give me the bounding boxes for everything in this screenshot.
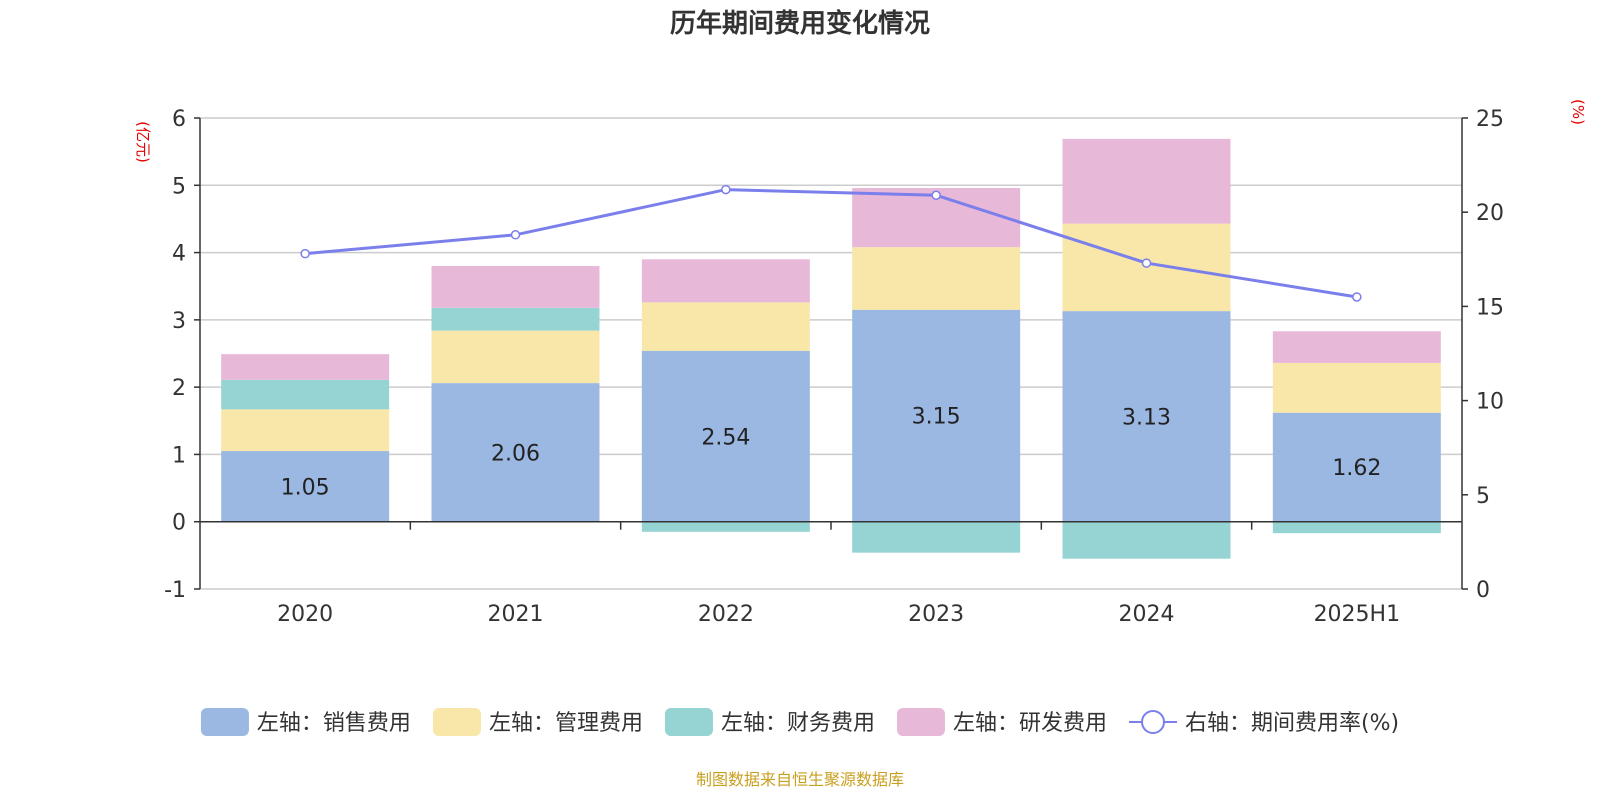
left-axis-tick-label: -1 — [164, 578, 186, 603]
left-axis-tick-label: 0 — [172, 511, 186, 536]
bar-2022-series-3 — [641, 259, 810, 303]
bar-2020-series-2 — [221, 379, 390, 410]
legend-swatch-3 — [896, 708, 945, 736]
legend-label-1: 左轴：管理费用 — [489, 711, 643, 736]
left-axis-tick-label: 2 — [172, 376, 186, 401]
bar-2020-series-3 — [221, 354, 390, 380]
chart-title: 历年期间费用变化情况 — [670, 8, 930, 39]
right-axis-tick-label: 10 — [1476, 390, 1504, 415]
x-axis-label-2021: 2021 — [488, 602, 544, 627]
series-line-expense-rate — [305, 188, 1358, 299]
legend-label-3: 左轴：研发费用 — [953, 711, 1107, 736]
bar-2020-series-1 — [221, 409, 390, 452]
gridlines — [200, 117, 1462, 590]
x-axis-label-2025H1: 2025H1 — [1314, 602, 1401, 627]
right-axis-tick-label: 0 — [1476, 578, 1490, 603]
x-axis-label-2023: 2023 — [908, 602, 964, 627]
legend: 左轴：销售费用 左轴：管理费用 左轴：财务费用 左轴：研发费用 右轴：期间费用率(%) — [200, 708, 1399, 736]
bar-2020-series-0 — [221, 451, 390, 522]
line-point-2021 — [510, 230, 521, 240]
legend-label-4: 右轴：期间费用率(%) — [1185, 711, 1399, 736]
bar-2022-series-1 — [641, 302, 810, 351]
left-axis-tick-label: 4 — [172, 242, 186, 267]
source-note: 制图数据来自恒生聚源数据库 — [696, 770, 904, 789]
bar-2025H1-series-2 — [1272, 521, 1441, 534]
line-point-2025H1 — [1352, 292, 1362, 302]
legend-swatch-2 — [664, 708, 713, 736]
bar-2025H1-series-1 — [1272, 362, 1441, 413]
bar-2023-series-0 — [852, 309, 1021, 522]
data-label: 2.54 — [701, 425, 750, 450]
right-axis-tick-label: 15 — [1476, 295, 1504, 320]
legend-swatch-1 — [432, 708, 481, 736]
data-label: 2.06 — [491, 441, 540, 466]
right-axis-tick-label: 25 — [1476, 107, 1504, 132]
bar-2021-series-3 — [431, 266, 600, 308]
bar-2021-series-2 — [431, 307, 600, 331]
data-label-layer: 1.05 2.06 2.54 3.15 3.13 1.62 — [281, 405, 1382, 501]
right-axis-tick-label: 20 — [1476, 201, 1504, 226]
line-point-2024 — [1141, 258, 1152, 268]
legend-label-2: 左轴：财务费用 — [721, 711, 875, 736]
bar-2023-series-2 — [852, 521, 1021, 553]
bar-2024-series-3 — [1062, 138, 1231, 224]
bar-2025H1-series-0 — [1272, 412, 1441, 522]
line-point-2023 — [931, 190, 941, 200]
x-axis-label-2020: 2020 — [277, 602, 333, 627]
line-point-2020 — [300, 248, 310, 259]
left-axis-unit: (亿元) — [134, 121, 152, 163]
bar-2024-series-0 — [1062, 311, 1231, 522]
data-label: 3.13 — [1122, 405, 1171, 430]
bar-2023-series-1 — [852, 247, 1021, 310]
bar-2022-series-2 — [641, 521, 810, 532]
axes: -1 0 1 2 3 4 5 6 0 5 10 15 20 25 2020 2021 2022 2023 2024 2… — [164, 107, 1504, 627]
legend-swatch-0 — [200, 708, 249, 736]
data-label: 1.62 — [1332, 456, 1381, 481]
bar-2024-series-2 — [1062, 521, 1231, 559]
bar-2021-series-1 — [431, 330, 600, 384]
left-axis-tick-label: 1 — [172, 443, 186, 468]
left-axis-tick-label: 6 — [172, 107, 186, 132]
right-axis-tick-label: 5 — [1476, 484, 1490, 509]
legend-marker-icon — [1140, 710, 1165, 734]
left-axis-tick-label: 3 — [172, 309, 186, 334]
bar-2022-series-0 — [641, 350, 810, 522]
line-layer — [300, 184, 1362, 302]
bar-2021-series-0 — [431, 383, 600, 522]
right-axis-unit: (%) — [1569, 99, 1587, 125]
legend-label-0: 左轴：销售费用 — [257, 711, 411, 736]
bar-2025H1-series-3 — [1272, 331, 1441, 363]
x-axis-label-2022: 2022 — [698, 602, 754, 627]
left-axis-tick-label: 5 — [172, 174, 186, 199]
data-label: 1.05 — [281, 475, 330, 500]
bar-layer — [221, 138, 1441, 559]
data-label: 3.15 — [912, 405, 961, 430]
x-axis-label-2024: 2024 — [1119, 602, 1175, 627]
line-point-2022 — [721, 184, 731, 195]
